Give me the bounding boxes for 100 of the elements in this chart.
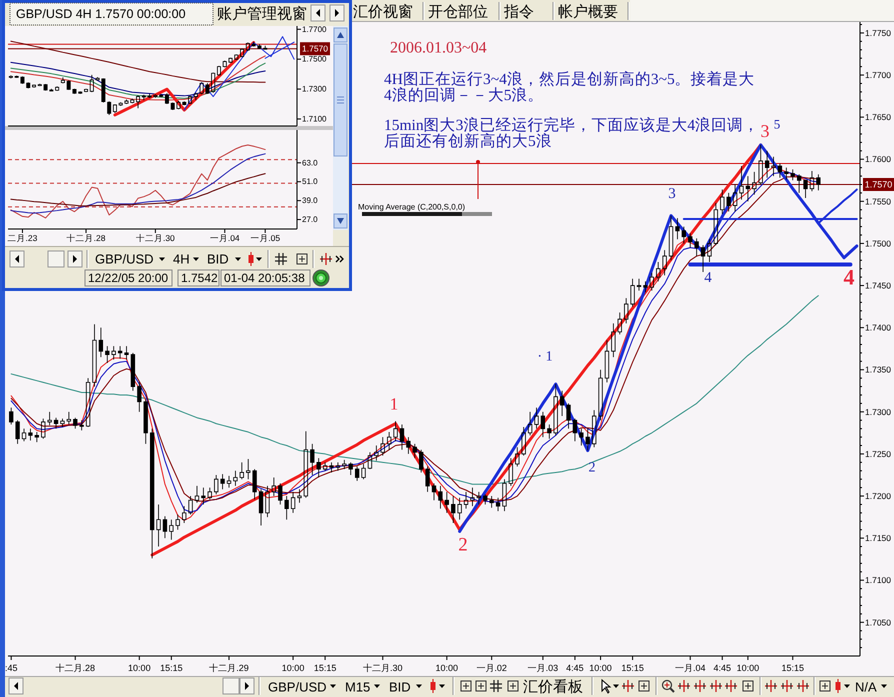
annotation: 2 [588,460,596,476]
candlestick [547,424,552,440]
candlestick [636,278,642,291]
line-series [10,153,266,214]
candlestick [714,202,718,246]
candlestick [470,487,475,507]
candlestick [432,483,436,501]
candlestick [98,327,104,358]
candlestick [200,82,204,95]
candlestick [176,514,180,530]
candlestick [630,278,635,307]
candlestick [246,458,250,480]
candlestick [726,192,731,212]
candlestick [284,496,289,520]
candlestick [778,163,782,178]
candlestick [144,398,148,444]
annotation: GBP/USD [95,252,154,266]
candlestick [483,494,488,505]
candlestick [34,432,39,443]
candlestick [156,504,161,547]
x-tick-label: 一月.04 [210,233,240,243]
candlestick [73,417,78,430]
x-tick-label: 十二月.28 [56,663,96,673]
y-tick-label: 1.7250 [865,448,892,459]
x-tick-label: 4:45 [566,663,584,673]
y-tick-label: 1.7650 [865,112,892,122]
text: BID [389,680,411,694]
candlestick [297,488,302,504]
candlestick [393,420,398,442]
candlestick [592,410,596,448]
candlestick [240,462,244,480]
y-tick-label: 1.7100 [302,114,328,124]
candlestick [586,428,590,451]
candlestick [290,491,296,514]
candlestick [216,66,221,76]
candlestick [72,88,76,94]
y-tick-label: 1.7100 [865,575,892,586]
candlestick [348,462,353,476]
candlestick [675,218,680,240]
annotation: 2006.01.03~04 [390,40,487,56]
annotation: 4H图正在运行3~4浪，然后是创新高的3~5。接着是大4浪的回调－－大5浪。 [384,70,755,104]
text: N/A [855,680,877,694]
candlestick [604,340,610,383]
y-tick-label: 1.7150 [865,533,892,544]
candlestick [476,491,481,505]
candlestick [611,323,616,358]
annotation: 5 [774,116,780,132]
candlestick [572,418,578,442]
text: 开仓部位 [428,4,488,20]
candlestick [233,470,238,486]
x-tick-label: 十二月.30 [362,663,403,673]
candlestick [15,420,20,444]
y-tick-label: 51.0 [302,177,318,186]
y-tick-label: 39.0 [302,196,318,206]
candlestick [464,491,468,510]
candlestick [228,57,233,64]
candlestick [502,478,507,512]
x-tick-label: 15:15 [160,663,183,673]
candlestick [540,411,546,438]
candlestick [342,459,346,470]
candlestick [182,506,186,524]
text: 帐户概要 [558,4,618,20]
annotation: · 1 [537,350,553,364]
y-tick-label: 1.7300 [865,406,892,417]
candlestick [489,496,494,508]
candlestick [47,411,52,426]
candlestick [694,238,699,256]
x-tick-label: 10:00 [282,663,304,673]
candlestick [105,346,110,364]
candlestick [784,167,788,180]
candlestick [310,443,314,476]
candlestick [107,100,112,116]
candlestick [162,516,168,539]
text: GBP/USD [268,680,327,694]
candlestick [380,436,385,456]
candlestick [554,384,558,436]
y-tick-label: 1.7300 [302,84,328,94]
candlestick [374,445,378,462]
candlestick [86,378,90,428]
candlestick [84,88,88,92]
x-tick-label: 二月.23 [8,233,38,243]
candlestick [265,486,270,518]
candlestick [150,428,154,559]
candlestick [304,430,308,498]
candlestick [272,477,276,496]
annotation: Moving Average (C,200,S,0,0) [358,202,466,212]
line-series [10,55,266,100]
text: M15 [345,680,370,694]
candlestick [419,449,424,473]
y-tick-label: 1.7050 [865,617,892,628]
candlestick [194,486,200,504]
candlestick [80,420,84,431]
x-tick-label: 十二月.30 [136,233,176,243]
candlestick [707,238,712,262]
x-tick-label: 15:15 [314,663,336,673]
candlestick [425,466,430,492]
line-series [184,36,295,111]
candlestick [278,483,282,505]
chart-title: GBP/USD 4H 1.7570 00:00:00 [16,7,186,21]
candlestick [22,428,26,442]
